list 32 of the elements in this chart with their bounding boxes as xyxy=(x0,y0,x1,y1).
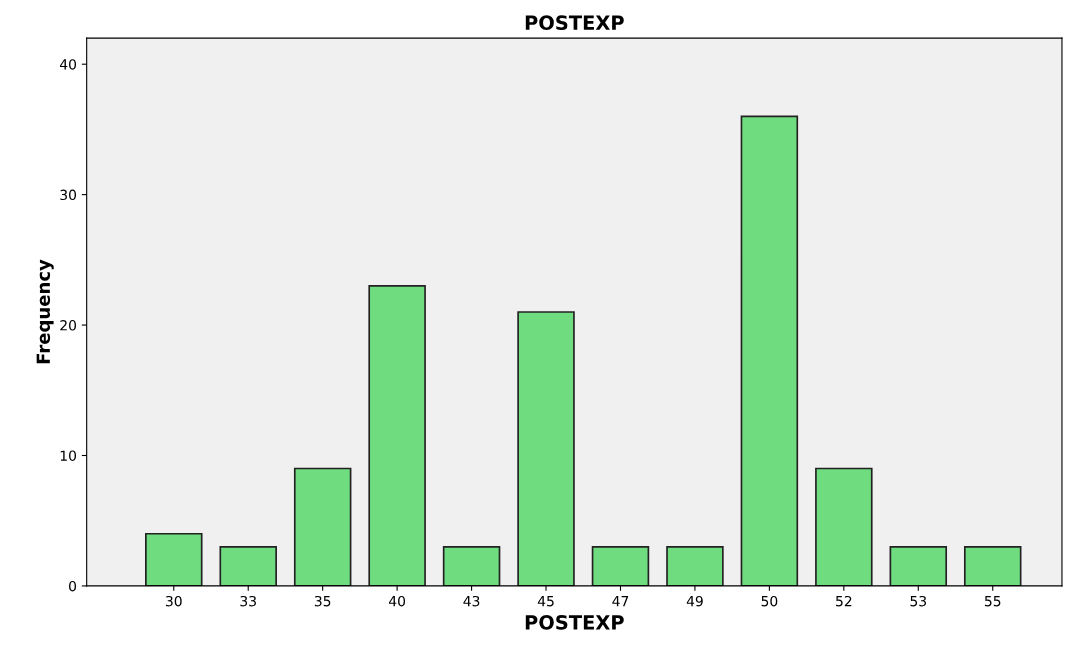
x-tick-label: 49 xyxy=(686,595,703,607)
bar xyxy=(963,545,1022,586)
y-tick-label: 0 xyxy=(69,580,77,592)
x-axis-title: POSTEXP xyxy=(525,614,624,630)
bar xyxy=(666,545,724,586)
bar xyxy=(145,532,203,586)
bar xyxy=(368,285,426,586)
x-tick-label: 40 xyxy=(388,595,406,607)
bar xyxy=(442,545,501,586)
chart-title: POSTEXP xyxy=(525,15,624,31)
bar xyxy=(517,311,575,586)
y-tick-label: 30 xyxy=(60,189,77,201)
x-tick-label: 53 xyxy=(910,595,927,607)
x-tick-label: 35 xyxy=(314,595,331,607)
x-tick-label: 45 xyxy=(537,596,554,607)
x-tick-label: 30 xyxy=(166,595,182,607)
bar xyxy=(293,467,352,586)
y-tick-label: 10 xyxy=(60,450,77,461)
bar xyxy=(591,545,650,586)
y-axis-title: Frequency xyxy=(36,259,54,364)
x-tick-label: 43 xyxy=(463,595,480,607)
x-tick-label: 52 xyxy=(836,595,852,607)
bar xyxy=(815,467,873,586)
bar xyxy=(889,545,948,586)
bar xyxy=(219,545,277,586)
x-tick-label: 55 xyxy=(984,596,1001,607)
bar xyxy=(740,115,799,586)
x-tick-label: 50 xyxy=(761,595,778,607)
x-tick-label: 47 xyxy=(612,596,629,607)
y-tick-label: 40 xyxy=(59,59,77,70)
x-tick-label: 33 xyxy=(240,595,256,607)
y-tick-label: 20 xyxy=(60,320,77,331)
